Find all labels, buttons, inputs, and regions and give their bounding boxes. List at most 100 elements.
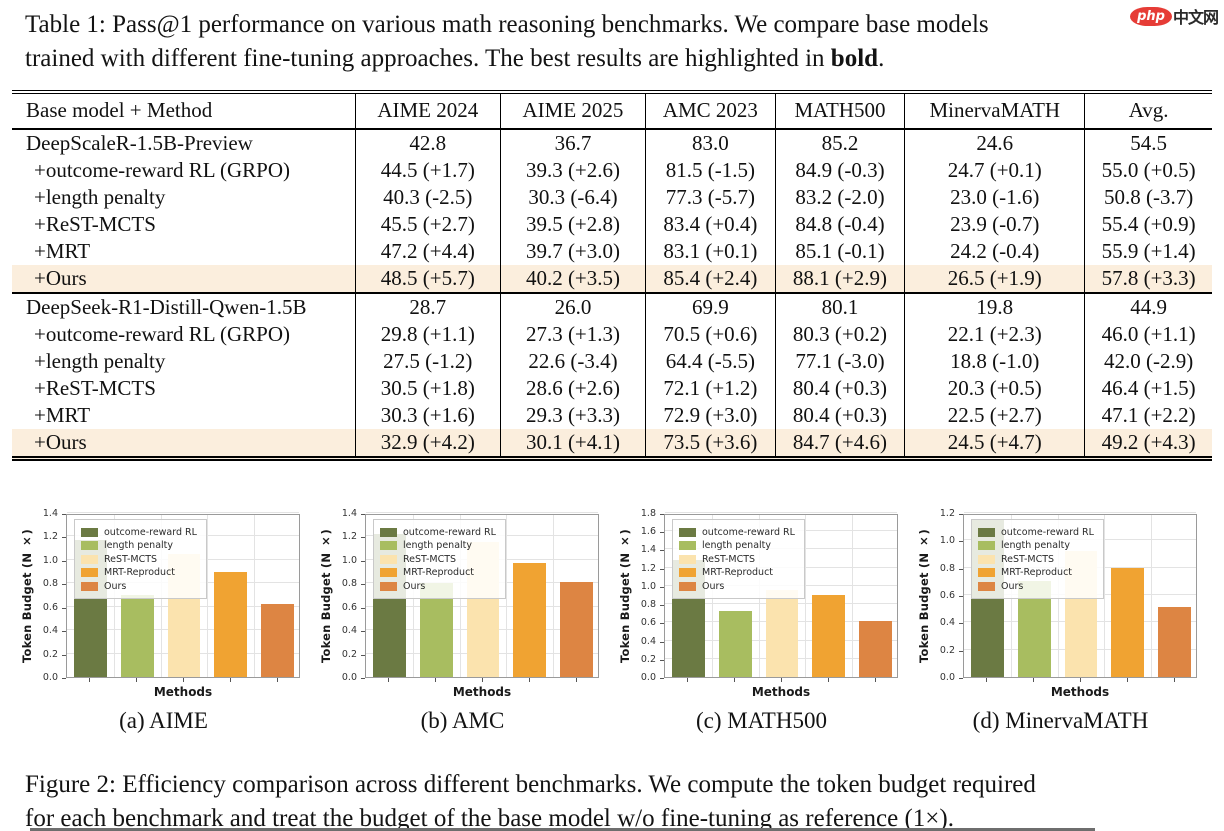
v-gridline [1104, 515, 1106, 677]
legend-label: ReST-MCTS [702, 553, 756, 565]
v-gridline [553, 515, 555, 677]
figure-caption: Figure 2: Efficiency comparison across d… [25, 768, 1210, 831]
table-row: DeepScaleR-1.5B-Preview 42.8 36.7 83.0 85.2 2… [12, 129, 1212, 157]
y-tick-label: 0.8 [341, 578, 357, 590]
y-tick-label: 0.0 [640, 672, 656, 683]
y-tick-mark [361, 537, 365, 539]
value-cell: 80.3 (+0.2) [774, 321, 905, 348]
legend-item: MRT-Reproduct [978, 567, 1094, 578]
x-tick-mark [482, 678, 483, 682]
legend-label: length penalty [702, 540, 772, 551]
y-tick-mark [361, 607, 365, 609]
value-cell: 57.8 (+3.3) [1084, 265, 1212, 293]
y-tick-label: 0.0 [341, 672, 357, 683]
value-cell: 27.3 (+1.3) [499, 321, 646, 348]
legend-swatch-icon [380, 527, 397, 537]
y-tick-mark [361, 631, 365, 633]
value-cell: 42.8 [354, 129, 501, 157]
value-cell: 39.5 (+2.8) [499, 211, 646, 238]
table-row: DeepSeek-R1-Distill-Qwen-1.5B 28.7 26.0 69.… [12, 292, 1212, 321]
legend-swatch-icon [81, 554, 98, 564]
legend-item: ReST-MCTS [978, 554, 1094, 565]
bar-mrt-reproduct [1111, 567, 1145, 677]
site-logo[interactable]: php 中文网 [1130, 4, 1219, 28]
value-cell: 23.0 (-1.6) [904, 184, 1085, 211]
legend-label: ReST-MCTS [1001, 553, 1055, 565]
legend: outcome-reward RL length penalty ReST-MCTS… [971, 519, 1104, 599]
subfigure-caption: (a) AIME [119, 708, 208, 733]
value-cell: 18.8 (-1.0) [904, 348, 1085, 375]
y-tick-mark [660, 586, 664, 588]
method-cell: +MRT [34, 239, 91, 263]
table-caption-line2: trained with different fine-tuning appro… [25, 45, 831, 72]
legend-swatch-icon [679, 527, 696, 537]
value-cell: 42.0 (-2.9) [1084, 348, 1212, 375]
value-cell: 24.2 (-0.4) [904, 238, 1085, 265]
value-cell: 30.3 (+1.6) [354, 402, 501, 429]
y-tick-label: 0.4 [640, 635, 656, 647]
value-cell: 22.1 (+2.3) [904, 321, 1085, 348]
value-cell: 85.2 [774, 129, 905, 157]
legend-label: outcome-reward RL [403, 526, 496, 538]
legend-swatch-icon [380, 554, 397, 564]
bottom-rule [30, 828, 1095, 831]
x-tick-mark [435, 678, 437, 682]
method-cell: +Ours [12, 429, 356, 459]
x-tick-mark [183, 678, 184, 682]
y-tick-label: 0.6 [42, 601, 58, 613]
v-gridline [1151, 515, 1153, 677]
legend-item: length penalty [81, 540, 197, 551]
chart-panel-b-amc: Token Budget (N ×) outcome-reward RL lengt… [313, 502, 612, 738]
y-tick-label: 0.8 [42, 578, 58, 590]
y-tick-label: 1.2 [341, 531, 357, 543]
value-cell: 49.2 (+4.3) [1084, 429, 1212, 459]
value-cell: 85.4 (+2.4) [645, 265, 776, 293]
value-cell: 19.8 [904, 292, 1085, 321]
y-tick-label: 1.2 [42, 531, 58, 543]
value-cell: 44.9 [1084, 292, 1212, 321]
chart-panel-d-minervamath: Token Budget (N ×) outcome-reward RL lengt… [911, 502, 1210, 738]
legend-label: MRT-Reproduct [1001, 567, 1073, 578]
y-tick-mark [660, 532, 664, 534]
bar-mrt-reproduct [812, 595, 846, 677]
y-tick-mark [361, 678, 365, 679]
method-cell: +ReST-MCTS [34, 212, 156, 236]
table-row: +Ours 32.9 (+4.2) 30.1 (+4.1) 73.5 (+3.6) 84… [12, 429, 1212, 459]
y-tick-label: 0.2 [640, 653, 656, 665]
col-header-minervamath: MinervaMATH [904, 92, 1085, 130]
legend-item: ReST-MCTS [380, 554, 496, 565]
value-cell: 20.3 (+0.5) [904, 375, 1085, 402]
y-tick-label: 0.8 [939, 562, 955, 574]
legend-item: outcome-reward RL [81, 527, 197, 538]
legend-swatch-icon [81, 527, 98, 537]
value-cell: 28.7 [354, 292, 501, 321]
legend-label: MRT-Reproduct [702, 567, 774, 578]
x-tick-mark [276, 678, 278, 682]
bar-mrt-reproduct [214, 571, 248, 677]
y-tick-mark [660, 641, 664, 643]
legend-label: length penalty [104, 540, 174, 551]
x-tick-mark [986, 678, 988, 682]
y-tick-mark [660, 514, 664, 515]
table-caption: Table 1: Pass@1 performance on various m… [25, 8, 1210, 76]
value-cell: 45.5 (+2.7) [354, 211, 501, 238]
y-tick-mark [62, 654, 66, 656]
legend-swatch-icon [380, 568, 397, 577]
value-cell: 26.5 (+1.9) [904, 265, 1085, 293]
table-caption-line2-end: . [878, 45, 885, 72]
legend-label: ReST-MCTS [104, 553, 158, 565]
x-tick-mark [1173, 678, 1175, 682]
table-caption-line1: Table 1: Pass@1 performance on various m… [25, 11, 989, 38]
value-cell: 24.6 [904, 129, 1085, 157]
table-caption-bold-word: bold [830, 45, 879, 72]
legend-swatch-icon [380, 541, 397, 550]
legend-label: Ours [702, 580, 725, 592]
method-cell: +ReST-MCTS [34, 376, 156, 400]
y-tick-label: 0.4 [341, 625, 357, 637]
legend-swatch-icon [978, 541, 995, 550]
legend-item: length penalty [380, 540, 496, 551]
y-tick-mark [361, 584, 365, 586]
legend-swatch-icon [978, 527, 995, 537]
y-tick-label: 0.2 [42, 648, 58, 660]
